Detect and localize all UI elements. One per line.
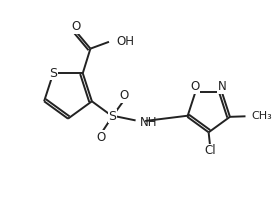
Text: S: S (49, 67, 57, 80)
Text: Cl: Cl (204, 144, 216, 157)
Text: N: N (218, 80, 227, 93)
Text: O: O (190, 80, 200, 93)
Text: OH: OH (117, 35, 135, 48)
Text: CH₃: CH₃ (251, 111, 272, 121)
Text: O: O (71, 20, 80, 33)
Text: O: O (97, 130, 106, 144)
Text: O: O (120, 89, 129, 102)
Text: S: S (108, 110, 116, 123)
Text: NH: NH (140, 116, 157, 129)
